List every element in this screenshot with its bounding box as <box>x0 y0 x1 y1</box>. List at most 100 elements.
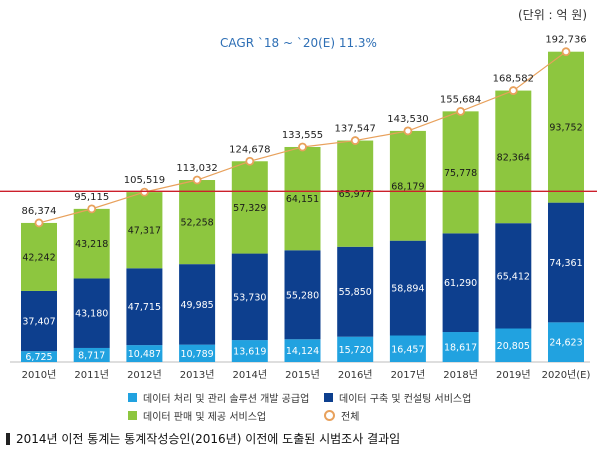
bar-segment-2-4 <box>231 161 268 254</box>
legend-swatch-consulting <box>324 393 333 402</box>
data-label-1-5: 55,280 <box>286 290 319 301</box>
bar-segment-0-3 <box>179 344 216 362</box>
legend-swatch-sales <box>128 411 137 420</box>
data-label-2-3: 52,258 <box>180 218 213 229</box>
data-label-1-7: 58,894 <box>391 284 424 295</box>
data-label-0-6: 15,720 <box>339 345 372 356</box>
legend-label-processing: 데이터 처리 및 관리 솔루션 개발 공급업 <box>143 394 310 405</box>
total-point-2 <box>139 187 149 197</box>
data-label-2-4: 57,329 <box>233 203 266 214</box>
legend-swatch-processing <box>128 393 137 402</box>
total-point-10 <box>561 47 571 57</box>
bar-segment-2-3 <box>179 180 216 265</box>
total-label-9: 168,582 <box>493 74 534 85</box>
total-point-5 <box>298 142 307 152</box>
total-point-9 <box>508 86 518 95</box>
data-label-0-9: 20,805 <box>497 341 530 352</box>
data-label-2-0: 42,242 <box>22 252 55 263</box>
bar-segment-2-9 <box>495 90 532 224</box>
x-tick-label-3: 2013년 <box>180 369 215 381</box>
bar-segment-2-6 <box>337 140 374 247</box>
x-tick-label-7: 2017년 <box>391 369 426 381</box>
bar-segment-0-7 <box>389 335 426 362</box>
x-tick-label-8: 2018년 <box>443 369 478 381</box>
data-label-2-1: 43,218 <box>75 239 108 250</box>
data-label-1-1: 43,180 <box>75 309 108 320</box>
bar-segment-0-2 <box>126 345 163 362</box>
bar-segment-1-3 <box>179 264 216 345</box>
data-label-1-0: 37,407 <box>22 317 55 328</box>
bar-segment-1-5 <box>284 250 321 340</box>
data-label-0-0: 6,725 <box>25 352 52 363</box>
bar-segment-2-1 <box>73 208 110 279</box>
bar-segment-0-10 <box>548 322 584 362</box>
bar-segment-2-10 <box>548 51 584 203</box>
bar-segment-0-5 <box>284 339 321 362</box>
bar-segment-1-0 <box>21 290 57 352</box>
data-label-0-2: 10,487 <box>128 349 161 360</box>
data-label-1-8: 61,290 <box>444 278 477 289</box>
bar-segment-1-4 <box>231 253 268 341</box>
legend-item-processing: 데이터 처리 및 관리 솔루션 개발 공급업 <box>128 390 309 405</box>
x-tick-label-5: 2015년 <box>285 369 320 381</box>
total-label-2: 105,519 <box>124 175 165 186</box>
total-label-5: 133,555 <box>282 130 323 141</box>
total-point-6 <box>350 136 360 145</box>
bar-segment-1-9 <box>495 223 532 329</box>
stacked-bar-chart: 6,725 37,407 42,242 2010년 8,717 43,180 43,218 2… <box>0 35 597 381</box>
bar-segment-2-7 <box>389 130 426 241</box>
total-label-6: 137,547 <box>335 124 376 135</box>
footnote-text: 2014년 이전 통계는 통계작성승인(2016년) 이전에 도출된 시범조사 … <box>16 432 401 446</box>
total-point-1 <box>87 204 97 214</box>
data-label-1-6: 55,850 <box>339 287 372 298</box>
x-tick-label-1: 2011년 <box>74 369 109 381</box>
legend-label-total: 전체 <box>341 412 360 423</box>
x-tick-label-10: 2020년(E) <box>542 369 591 381</box>
total-label-0: 86,374 <box>22 206 57 217</box>
total-point-3 <box>192 175 202 185</box>
bar-segment-2-0 <box>21 222 57 291</box>
data-label-0-7: 16,457 <box>391 344 424 355</box>
bar-segment-1-8 <box>442 233 479 333</box>
data-label-0-4: 13,619 <box>233 347 266 358</box>
data-label-2-6: 65,977 <box>339 189 372 200</box>
bar-segment-1-2 <box>126 268 163 346</box>
bar-segment-0-8 <box>442 332 479 362</box>
bar-segment-1-10 <box>548 202 584 323</box>
legend-label-consulting: 데이터 구축 및 컨설팅 서비스업 <box>339 394 472 405</box>
bar-segment-2-2 <box>126 192 163 269</box>
data-label-1-10: 74,361 <box>549 258 582 269</box>
data-label-2-2: 47,317 <box>128 226 161 237</box>
data-label-1-2: 47,715 <box>128 302 161 313</box>
bar-segment-0-1 <box>73 347 110 362</box>
legend-label-sales: 데이터 판매 및 제공 서비스업 <box>143 412 267 423</box>
data-label-0-8: 18,617 <box>444 343 477 354</box>
bar-segment-2-5 <box>284 146 321 251</box>
data-label-0-1: 8,717 <box>78 350 105 361</box>
total-point-4 <box>245 156 255 166</box>
total-label-4: 124,678 <box>229 144 270 155</box>
bar-segment-1-7 <box>389 240 426 336</box>
data-label-0-10: 24,623 <box>549 338 582 349</box>
total-point-0 <box>34 218 44 228</box>
x-tick-label-9: 2019년 <box>496 369 531 381</box>
bar-segment-2-8 <box>442 111 479 234</box>
data-label-2-10: 93,752 <box>549 123 582 134</box>
bar-segment-0-4 <box>231 340 268 362</box>
total-label-3: 113,032 <box>176 163 217 174</box>
x-tick-label-6: 2016년 <box>338 369 373 381</box>
x-tick-label-2: 2012년 <box>127 369 162 381</box>
total-label-1: 95,115 <box>74 192 109 203</box>
data-label-1-4: 53,730 <box>233 292 266 303</box>
data-label-2-9: 82,364 <box>497 152 530 163</box>
data-label-2-7: 68,179 <box>391 181 424 192</box>
total-label-10: 192,736 <box>545 35 586 46</box>
cagr-label: CAGR `18 ~ `20(E) 11.3% <box>220 36 377 50</box>
bar-segment-1-1 <box>73 278 110 348</box>
bar-segment-0-6 <box>337 336 374 362</box>
x-tick-label-0: 2010년 <box>22 369 57 381</box>
bar-segment-1-6 <box>337 246 374 337</box>
data-label-2-5: 64,151 <box>286 194 319 205</box>
unit-label: (단위 : 억 원) <box>517 8 587 22</box>
bar-segment-0-0 <box>21 351 57 362</box>
